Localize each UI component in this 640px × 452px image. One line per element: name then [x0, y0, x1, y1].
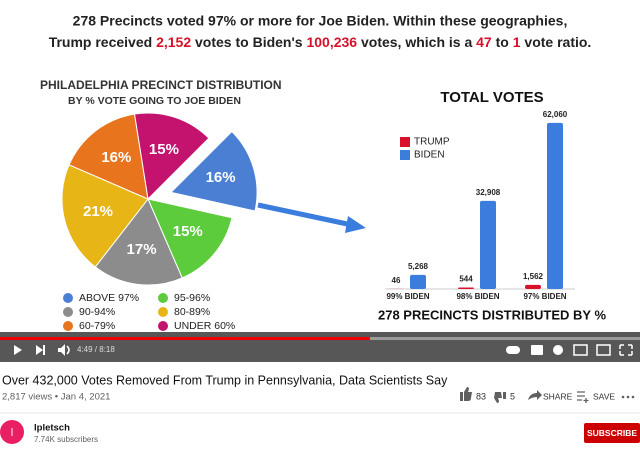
dislike-count: 5 — [510, 391, 515, 401]
progress-played — [0, 337, 370, 340]
category-label: 98% BIDEN — [456, 292, 499, 301]
subscribe-button[interactable]: SUBSCRIBE — [584, 423, 640, 443]
headline: Trump received 2,152 votes to Biden's 10… — [49, 34, 592, 50]
pie-title: PHILADELPHIA PRECINCT DISTRIBUTION — [40, 78, 282, 92]
bar-footnote: 278 PRECINCTS DISTRIBUTED BY % — [378, 307, 606, 322]
headline-segment: 47 — [476, 34, 492, 50]
channel-avatar[interactable] — [0, 420, 24, 444]
category-label: 97% BIDEN — [523, 292, 566, 301]
legend-label: 80-89% — [174, 306, 210, 318]
channel-subscribers: 7.74K subscribers — [34, 435, 98, 444]
legend-label: UNDER 60% — [174, 320, 235, 332]
headline-segment: vote ratio. — [521, 34, 592, 50]
bar — [410, 274, 426, 289]
legend-swatch — [63, 321, 73, 331]
headline: 278 Precincts voted 97% or more for Joe … — [73, 13, 568, 29]
legend-label: 90-94% — [79, 306, 115, 318]
category-label: 99% BIDEN — [386, 292, 429, 301]
arrow — [257, 202, 366, 233]
bar — [525, 284, 541, 289]
bar-value-label: 62,060 — [543, 110, 568, 119]
pie-subtitle: BY % VOTE GOING TO JOE BIDEN — [68, 95, 241, 107]
bar-value-label: 32,908 — [476, 188, 501, 197]
slice-label: 15% — [173, 223, 203, 240]
channel-name[interactable]: lpletsch — [34, 423, 70, 434]
settings-button[interactable] — [553, 345, 563, 355]
subscribe-label: SUBSCRIBE — [587, 428, 637, 438]
play-button[interactable] — [14, 345, 22, 355]
next-button[interactable] — [36, 345, 45, 355]
pie-slice — [94, 198, 183, 286]
video-meta: 2,817 views • Jan 4, 2021 — [2, 392, 110, 403]
slice-label: 16% — [206, 169, 236, 186]
bar — [547, 122, 563, 290]
avatar-initial: l — [11, 427, 13, 439]
legend-swatch — [158, 321, 168, 331]
pie-slice — [61, 164, 149, 268]
volume-button[interactable] — [58, 344, 70, 356]
fullscreen-button[interactable] — [619, 344, 633, 356]
like-button[interactable]: 83 — [460, 387, 486, 401]
bar-value-label: 46 — [392, 276, 401, 285]
slice-label: 17% — [127, 241, 157, 258]
headline-segment: to — [492, 34, 513, 50]
slice-label: 21% — [83, 203, 113, 220]
autoplay-toggle[interactable] — [506, 346, 520, 354]
headline-segment: 1 — [513, 34, 521, 50]
pie-slice — [170, 130, 258, 212]
legend-label: ABOVE 97% — [79, 292, 139, 304]
legend-label: TRUMP — [414, 137, 450, 148]
legend-swatch — [158, 307, 168, 317]
bar-value-label: 1,562 — [523, 272, 544, 281]
bar-title: TOTAL VOTES — [440, 89, 543, 106]
more-button[interactable] — [621, 395, 635, 399]
slice-label: 15% — [149, 141, 179, 158]
time: 4:49 / 8:18 — [77, 345, 115, 354]
captions-button[interactable] — [531, 345, 543, 355]
headline-segment: 2,152 — [156, 34, 191, 50]
headline-segment: Trump received — [49, 34, 156, 50]
headline-segment: votes to Biden's — [191, 34, 306, 50]
like-count: 83 — [476, 391, 486, 401]
legend-swatch — [158, 293, 168, 303]
share-label: SHARE — [543, 391, 573, 401]
theater-button[interactable] — [596, 344, 611, 356]
legend-label: 95-96% — [174, 292, 210, 304]
bar — [480, 200, 496, 289]
slice-label: 16% — [101, 149, 131, 166]
headline-segment: 100,236 — [306, 34, 357, 50]
legend-label: BIDEN — [414, 150, 445, 161]
bar-value-label: 5,268 — [408, 262, 429, 271]
save-button[interactable]: SAVE — [577, 391, 615, 403]
legend-swatch — [400, 150, 410, 160]
pie-slice — [68, 113, 149, 200]
bar — [458, 287, 474, 289]
legend-label: 60-79% — [79, 320, 115, 332]
miniplayer-button[interactable] — [573, 344, 588, 356]
share-button[interactable]: SHARE — [528, 390, 573, 401]
legend-swatch — [63, 293, 73, 303]
pie-slice — [133, 112, 210, 201]
legend-swatch — [400, 137, 410, 147]
pie-slice — [147, 198, 233, 279]
player-buttons[interactable] — [506, 344, 633, 356]
save-label: SAVE — [593, 391, 615, 401]
bar-value-label: 544 — [459, 275, 473, 284]
dislike-button[interactable]: 5 — [494, 391, 515, 403]
video-title: Over 432,000 Votes Removed From Trump in… — [2, 373, 448, 387]
legend-swatch — [63, 307, 73, 317]
headline-segment: votes, which is a — [357, 34, 476, 50]
